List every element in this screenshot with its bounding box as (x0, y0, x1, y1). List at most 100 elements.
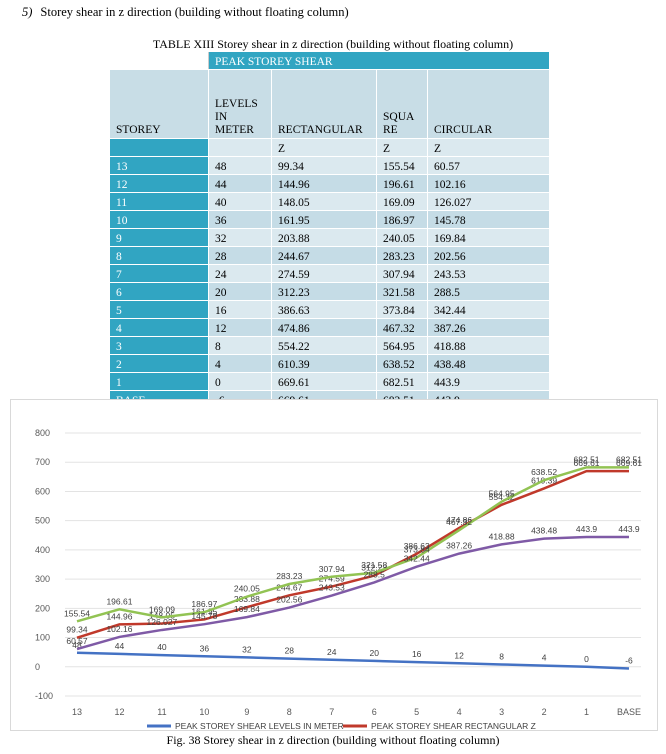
table-cell: 11 (110, 192, 209, 211)
table-cell: 144.96 (271, 174, 377, 193)
table-row: 5 16 386.63 373.84 342.44 (110, 300, 550, 319)
table-row: 9 32 203.88 240.05 169.84 (110, 228, 550, 247)
data-label: 474.86 (446, 515, 472, 525)
data-label: 20 (369, 648, 379, 658)
table-row: 6 20 312.23 321.58 288.5 (110, 282, 550, 301)
data-label: 60.57 (66, 636, 88, 646)
data-label: 467.32 (446, 517, 472, 527)
x-tick-label: 13 (72, 707, 82, 717)
peak-storey-shear-header: PEAK STOREY SHEAR (208, 52, 550, 70)
data-label: 32 (242, 644, 252, 654)
series-line (76, 535, 629, 651)
table-cell: 169.09 (376, 192, 428, 211)
table-row: 2 4 610.39 638.52 438.48 (110, 354, 550, 373)
x-tick-label: 1 (584, 707, 589, 717)
table-cell: 196.61 (376, 174, 428, 193)
data-label: 283.23 (276, 571, 302, 581)
series-line (76, 469, 629, 639)
table-cell: 321.58 (376, 282, 428, 301)
table-cell: 36 (208, 210, 272, 229)
table-cell: 669.61 (271, 372, 377, 391)
data-label: 386.63 (404, 541, 430, 551)
table-cell: 8 (208, 336, 272, 355)
data-label: 28 (285, 646, 295, 656)
table-cell: 243.53 (427, 264, 550, 283)
table-row: 12 44 144.96 196.61 102.16 (110, 174, 550, 193)
table-cell: 564.95 (376, 336, 428, 355)
data-label: 288.5 (364, 569, 386, 579)
table-row: 10 36 161.95 186.97 145.78 (110, 210, 550, 229)
table-cell: 283.23 (376, 246, 428, 265)
data-label: 126.027 (147, 617, 178, 627)
table-cell: 48 (208, 156, 272, 175)
data-label: 99.34 (66, 625, 88, 635)
table-row: 11 40 148.05 169.09 126.027 (110, 192, 550, 211)
table-cell: 145.78 (427, 210, 550, 229)
x-tick-label: 5 (414, 707, 419, 717)
col-header-circular: CIRCULAR (427, 69, 550, 139)
table-cell: 10 (110, 210, 209, 229)
data-label: 202.56 (276, 595, 302, 605)
table-cell: 418.88 (427, 336, 550, 355)
table-cell: 9 (110, 228, 209, 247)
table-cell: 386.63 (271, 300, 377, 319)
col-header-rectangular: RECTANGULAR (271, 69, 377, 139)
table-cell: 161.95 (271, 210, 377, 229)
unit-cell-storey (110, 138, 209, 157)
y-tick-label: 0 (35, 662, 40, 672)
section-number: 5) (22, 5, 33, 19)
table-body: 13 48 99.34 155.54 60.57 12 44 144.96 196.61 102.… (110, 156, 550, 409)
table-cell: 288.5 (427, 282, 550, 301)
col-header-storey: STOREY (110, 69, 209, 139)
legend-label: PEAK STOREY SHEAR LEVELS IN METER (175, 721, 344, 730)
data-label: 669.61 (616, 458, 642, 468)
table-cell: 4 (208, 354, 272, 373)
x-tick-label: 6 (372, 707, 377, 717)
storey-shear-table: PEAK STOREY SHEAR STOREY LEVELS IN METER… (110, 52, 550, 409)
col-header-square: SQUA RE (376, 69, 428, 139)
data-label: 203.88 (234, 594, 260, 604)
table-cell: 3 (110, 336, 209, 355)
table-cell: 443.9 (427, 372, 550, 391)
table-cell: 12 (208, 318, 272, 337)
table-cell: 610.39 (271, 354, 377, 373)
data-label: 438.48 (531, 526, 557, 536)
table-row: 8 28 244.67 283.23 202.56 (110, 246, 550, 265)
data-label: 443.9 (576, 524, 598, 534)
data-label: 102.16 (106, 624, 132, 634)
data-label: 8 (499, 651, 504, 661)
x-tick-label: 7 (329, 707, 334, 717)
figure-caption: Fig. 38 Storey shear in z direction (bui… (166, 733, 500, 747)
table-cell: 8 (110, 246, 209, 265)
x-tick-label: 10 (199, 707, 209, 717)
x-tick-label: 2 (542, 707, 547, 717)
data-label: 148.05 (149, 611, 175, 621)
table-cell: 244.67 (271, 246, 377, 265)
table-cell: 438.48 (427, 354, 550, 373)
table-row: 3 8 554.22 564.95 418.88 (110, 336, 550, 355)
data-label: 243.53 (319, 583, 345, 593)
y-tick-label: 700 (35, 457, 50, 467)
table-cell: 155.54 (376, 156, 428, 175)
y-tick-label: 300 (35, 574, 50, 584)
table-cell: 102.16 (427, 174, 550, 193)
data-label: 169.84 (234, 604, 260, 614)
table-corner-cell (110, 52, 209, 70)
table-cell: 2 (110, 354, 209, 373)
data-label: 155.54 (64, 608, 90, 618)
table-row: 7 24 274.59 307.94 243.53 (110, 264, 550, 283)
data-label: -6 (625, 656, 633, 666)
table-cell: 312.23 (271, 282, 377, 301)
data-label: 307.94 (319, 564, 345, 574)
table-cell: 274.59 (271, 264, 377, 283)
data-label: 564.95 (489, 489, 515, 499)
x-tick-label: 12 (114, 707, 124, 717)
table-row: 4 12 474.86 467.32 387.26 (110, 318, 550, 337)
table-cell: 467.32 (376, 318, 428, 337)
x-tick-label: 3 (499, 707, 504, 717)
data-label: 342.44 (404, 554, 430, 564)
table-cell: 13 (110, 156, 209, 175)
data-label: 4 (542, 653, 547, 663)
y-tick-label: 100 (35, 633, 50, 643)
